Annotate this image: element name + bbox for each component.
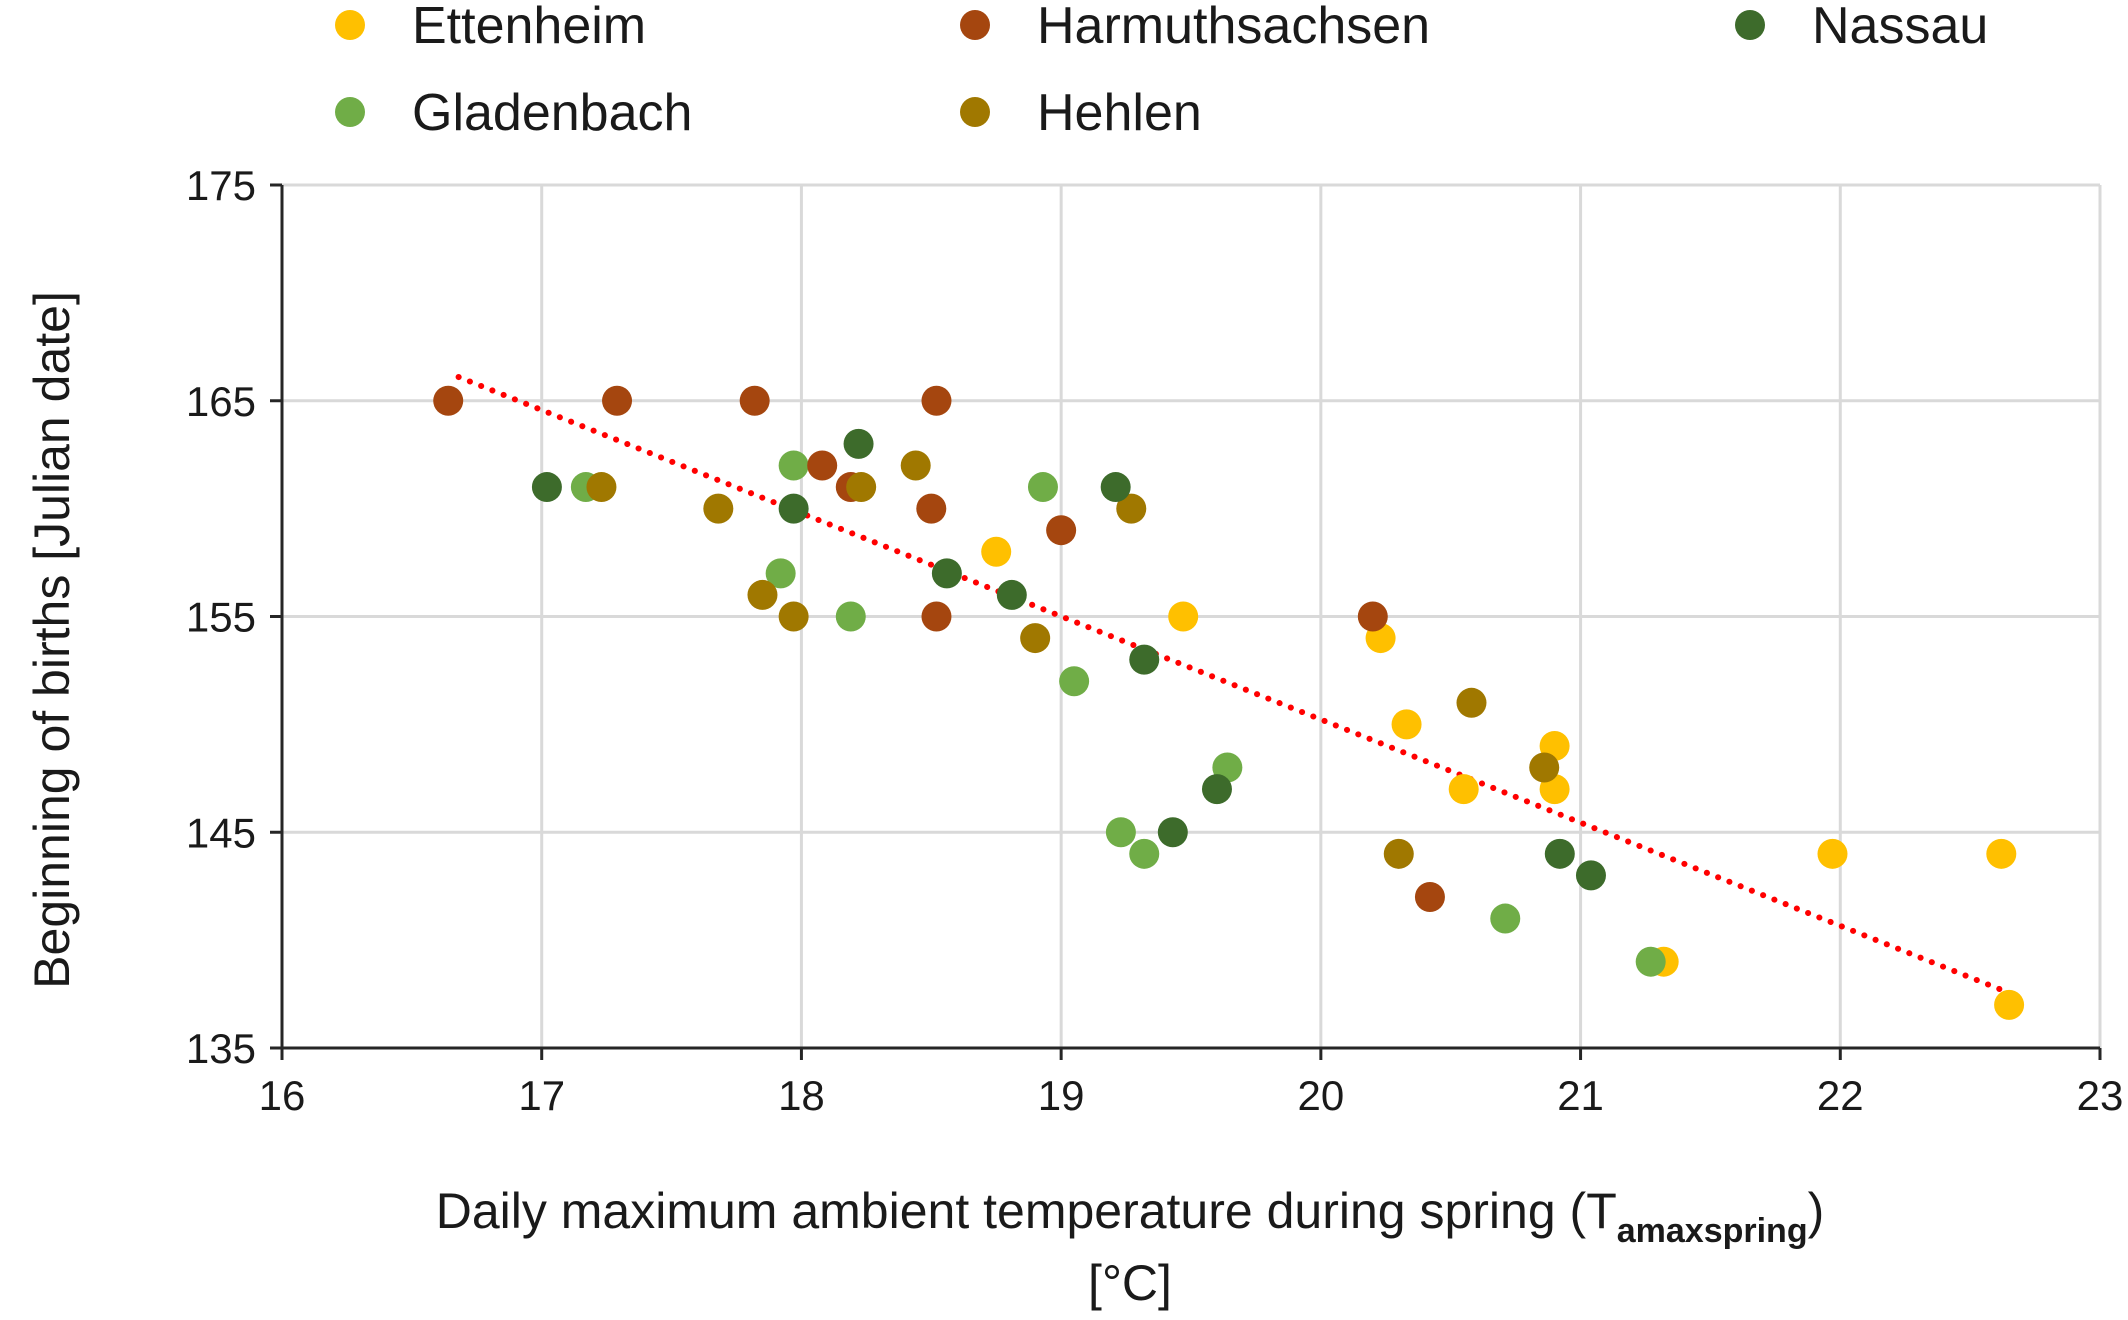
x-tick-label: 18: [778, 1072, 825, 1119]
legend-label-hehlen: Hehlen: [1037, 84, 1202, 142]
data-point-nassau: [1201, 774, 1232, 805]
x-tick-label: 22: [1817, 1072, 1864, 1119]
data-point-ettenheim: [981, 536, 1012, 567]
y-tick-label: 165: [186, 378, 256, 425]
legend-label-nassau: Nassau: [1812, 0, 1988, 55]
x-tick-label: 16: [259, 1072, 306, 1119]
data-point-harmuthsachsen: [916, 493, 947, 524]
x-axis-title: Daily maximum ambient temperature during…: [436, 1183, 1825, 1250]
data-point-harmuthsachsen: [1357, 601, 1388, 632]
data-point-gladenbach: [778, 450, 809, 481]
y-tick-label: 155: [186, 594, 256, 641]
legend-marker-hehlen: [960, 97, 990, 127]
x-axis-title-subscript: amaxspring: [1617, 1212, 1808, 1250]
data-point-ettenheim: [1448, 774, 1479, 805]
legend-marker-nassau: [1735, 10, 1765, 40]
y-axis-title: Beginning of births [Julian date]: [24, 291, 80, 989]
data-point-hehlen: [1529, 752, 1560, 783]
data-point-gladenbach: [1129, 838, 1160, 869]
x-tick-label: 23: [2077, 1072, 2124, 1119]
data-point-harmuthsachsen: [602, 385, 633, 416]
trendline: [455, 374, 2005, 993]
data-point-harmuthsachsen: [1414, 881, 1445, 912]
trendline-group: [455, 374, 2005, 993]
legend-marker-harmuthsachsen: [960, 10, 990, 40]
y-tick-label: 135: [186, 1025, 256, 1072]
data-point-harmuthsachsen: [1046, 515, 1077, 546]
data-point-harmuthsachsen: [921, 385, 952, 416]
data-point-ettenheim: [1986, 838, 2017, 869]
data-point-nassau: [1100, 472, 1131, 503]
legend-label-harmuthsachsen: Harmuthsachsen: [1037, 0, 1430, 55]
data-point-nassau: [1575, 860, 1606, 891]
data-point-harmuthsachsen: [739, 385, 770, 416]
data-point-nassau: [1157, 817, 1188, 848]
data-point-nassau: [1544, 838, 1575, 869]
data-point-harmuthsachsen: [433, 385, 464, 416]
x-axis-title-main: Daily maximum ambient temperature during…: [436, 1183, 1617, 1239]
legend-label-gladenbach: Gladenbach: [412, 84, 692, 142]
data-point-nassau: [1129, 644, 1160, 675]
legend: Ettenheim Harmuthsachsen Nassau Gladenbach H…: [335, 0, 1988, 142]
data-point-harmuthsachsen: [921, 601, 952, 632]
data-point-ettenheim: [1168, 601, 1199, 632]
data-point-gladenbach: [1490, 903, 1521, 934]
legend-label-ettenheim: Ettenheim: [412, 0, 646, 55]
axes: 16 17 18 19 20 21 22 23 135 145 155 165 175: [186, 162, 2123, 1119]
data-points: [433, 385, 2025, 1020]
data-point-nassau: [843, 428, 874, 459]
data-point-gladenbach: [1635, 946, 1666, 977]
data-point-nassau: [996, 579, 1027, 610]
data-point-nassau: [531, 472, 562, 503]
data-point-ettenheim: [1391, 709, 1422, 740]
data-point-gladenbach: [765, 558, 796, 589]
data-point-nassau: [931, 558, 962, 589]
data-point-hehlen: [1456, 687, 1487, 718]
data-point-ettenheim: [1817, 838, 1848, 869]
data-point-hehlen: [1383, 838, 1414, 869]
data-point-hehlen: [703, 493, 734, 524]
data-point-gladenbach: [1027, 472, 1058, 503]
data-point-hehlen: [900, 450, 931, 481]
data-point-nassau: [778, 493, 809, 524]
data-point-hehlen: [778, 601, 809, 632]
data-point-harmuthsachsen: [807, 450, 838, 481]
x-tick-label: 19: [1038, 1072, 1085, 1119]
data-point-ettenheim: [1994, 989, 2025, 1020]
data-point-gladenbach: [1059, 666, 1090, 697]
legend-marker-gladenbach: [335, 97, 365, 127]
data-point-hehlen: [747, 579, 778, 610]
x-axis-unit: [°C]: [1088, 1255, 1172, 1311]
data-point-gladenbach: [835, 601, 866, 632]
data-point-hehlen: [1020, 623, 1051, 654]
data-point-gladenbach: [1105, 817, 1136, 848]
x-axis-title-suffix: ): [1808, 1183, 1825, 1239]
data-point-hehlen: [1116, 493, 1147, 524]
x-tick-label: 17: [518, 1072, 565, 1119]
legend-marker-ettenheim: [335, 10, 365, 40]
data-point-hehlen: [846, 472, 877, 503]
y-tick-label: 145: [186, 809, 256, 856]
data-point-hehlen: [586, 472, 617, 503]
y-tick-label: 175: [186, 162, 256, 209]
x-tick-label: 20: [1297, 1072, 1344, 1119]
x-tick-label: 21: [1557, 1072, 1604, 1119]
